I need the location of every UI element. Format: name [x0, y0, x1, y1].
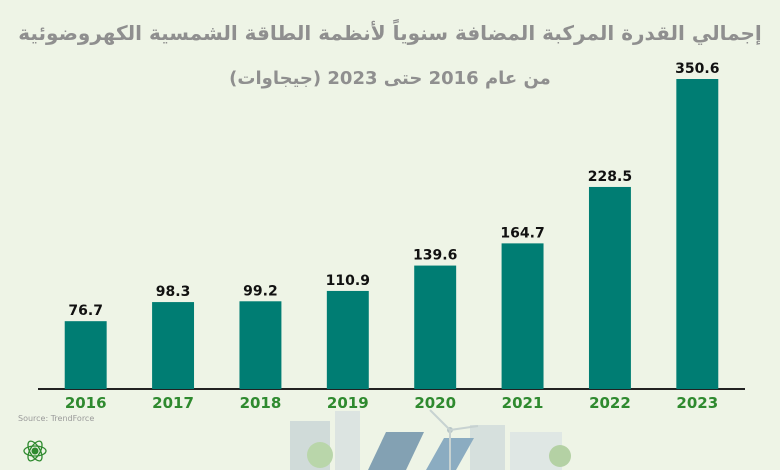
bar-2021: [501, 243, 544, 389]
x-tick-label-2020: 2020: [414, 394, 456, 412]
bar-2016: [64, 321, 107, 389]
bar-2023: [676, 79, 719, 389]
wind-turbine-blade-icon: [429, 409, 451, 431]
tree-icon: [307, 442, 333, 468]
tree-icon: [549, 445, 571, 467]
value-label-2016: 76.7: [68, 303, 103, 319]
value-labels-layer: 76.7 98.3 99.2 110.9 139.6 164.7 228.5 350.6: [68, 61, 719, 319]
building-shape: [335, 411, 360, 470]
bar-2019: [326, 290, 369, 389]
bar-2018: [239, 301, 282, 389]
chart-title: إجمالي القدرة المركبة المضافة سنوياً لأن…: [18, 19, 762, 46]
x-tick-label-2017: 2017: [152, 394, 194, 412]
wind-turbine-blade-icon: [449, 425, 479, 431]
atom-logo-icon: [23, 440, 47, 462]
chart-subtitle: من عام 2016 حتى 2023 (جيجاوات): [229, 68, 551, 89]
value-label-2019: 110.9: [326, 273, 370, 289]
building-shape: [470, 425, 505, 470]
background-illustration: [290, 409, 571, 470]
bar-2020: [414, 265, 457, 389]
x-tick-label-2018: 2018: [240, 394, 282, 412]
bar-2022: [588, 186, 631, 389]
x-tick-label-2019: 2019: [327, 394, 369, 412]
value-label-2017: 98.3: [156, 284, 191, 300]
value-label-2023: 350.6: [675, 61, 719, 77]
value-label-2020: 139.6: [413, 248, 457, 264]
bars-layer: [64, 79, 719, 389]
category-labels-layer: 2016 2017 2018 2019 2020 2021 2022 2023: [65, 394, 718, 412]
x-tick-label-2016: 2016: [65, 394, 107, 412]
value-label-2018: 99.2: [243, 283, 278, 299]
bar-2017: [152, 302, 195, 389]
x-tick-label-2021: 2021: [502, 394, 544, 412]
x-tick-label-2022: 2022: [589, 394, 631, 412]
solar-panel-icon: [368, 432, 424, 470]
value-label-2022: 228.5: [588, 169, 632, 185]
source-label: Source: TrendForce: [18, 414, 94, 423]
value-label-2021: 164.7: [500, 225, 544, 241]
x-tick-label-2023: 2023: [676, 394, 718, 412]
